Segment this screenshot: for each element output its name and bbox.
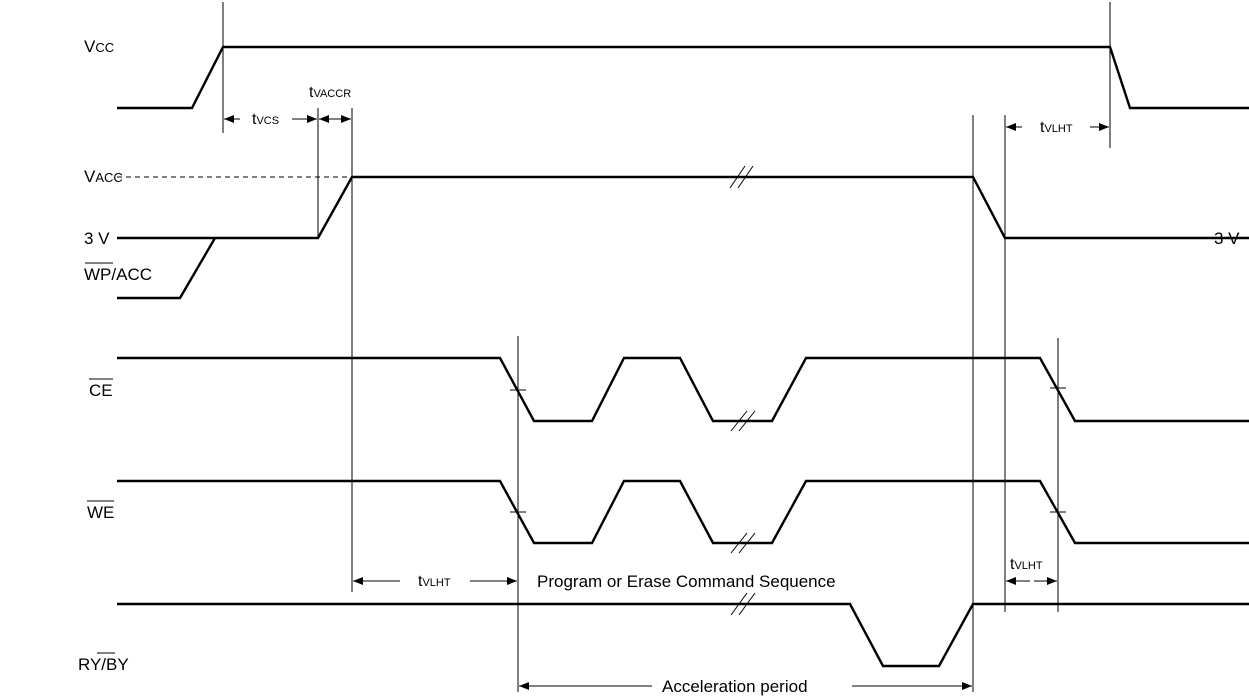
tvlht-mid-label: tVLHT xyxy=(418,573,451,590)
command-sequence-caption: Program or Erase Command Sequence xyxy=(537,572,836,591)
tvaccr-label: tVACCR xyxy=(309,84,351,101)
ry-by-label: RY/BY xyxy=(78,655,129,674)
we-break-marks xyxy=(730,532,756,554)
we-label: WE xyxy=(87,503,114,522)
tvcs-label: tVCS xyxy=(252,111,279,128)
vcc-waveform xyxy=(117,45,1249,110)
v3-left-label: 3 V xyxy=(84,229,110,248)
wp-acc-label: WP/ACC xyxy=(84,265,152,284)
we-waveform xyxy=(117,479,1249,545)
ry-by-break-marks xyxy=(730,592,756,616)
by-overbar-text: BY xyxy=(106,655,129,674)
vacc-label: VACC xyxy=(84,167,123,186)
wp-acc-break-marks xyxy=(729,165,754,189)
vcc-label: VCC xyxy=(84,37,114,56)
ry-by-waveform xyxy=(117,602,1249,668)
wp-acc-waveform xyxy=(117,175,1249,300)
acceleration-period-caption: Acceleration period xyxy=(662,677,808,696)
ce-label: CE xyxy=(89,381,113,400)
acc-text: /ACC xyxy=(111,265,152,284)
tvlht-top-label: tVLHT xyxy=(1040,119,1073,136)
wp-overbar-text: WP xyxy=(84,265,111,284)
tvlht-right-label: tVLHT xyxy=(1010,556,1043,573)
ce-break-marks xyxy=(730,410,756,432)
ce-waveform xyxy=(117,356,1249,423)
